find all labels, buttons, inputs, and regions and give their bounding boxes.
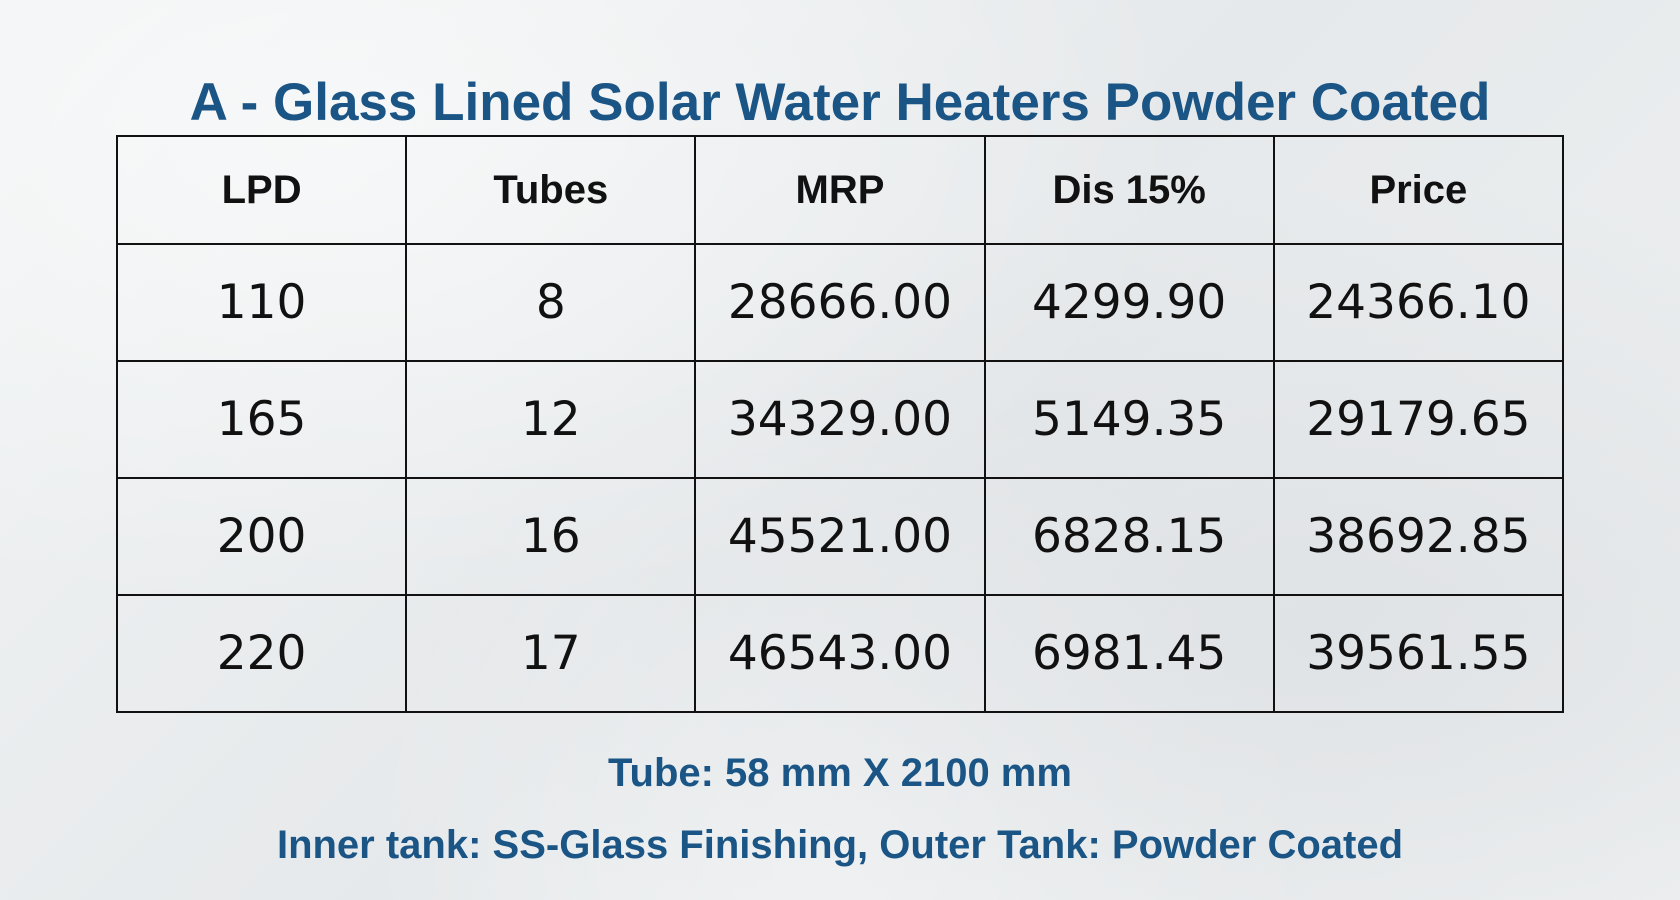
cell-discount: 4299.90 [983,243,1275,362]
cell-mrp: 34329.00 [694,360,986,479]
table-row: 200 16 45521.00 6828.15 38692.85 [115,477,1565,596]
price-table: LPD Tubes MRP Dis 15% Price 110 8 28666.… [115,135,1565,713]
cell-tubes: 8 [405,243,697,362]
cell-price: 24366.10 [1272,243,1565,362]
page-title: A - Glass Lined Solar Water Heaters Powd… [189,72,1491,132]
cell-price: 29179.65 [1272,360,1565,479]
cell-lpd: 165 [115,360,408,479]
table-header-row: LPD Tubes MRP Dis 15% Price [115,135,1565,245]
cell-discount: 6981.45 [983,594,1275,713]
cell-price: 39561.55 [1272,594,1565,713]
cell-lpd: 220 [115,594,408,713]
table-row: 165 12 34329.00 5149.35 29179.65 [115,360,1565,479]
cell-mrp: 45521.00 [694,477,986,596]
column-header-price: Price [1272,135,1565,245]
cell-lpd: 110 [115,243,408,362]
table-row: 220 17 46543.00 6981.45 39561.55 [115,594,1565,713]
tank-finish-note: Inner tank: SS-Glass Finishing, Outer Ta… [276,823,1404,867]
column-header-mrp: MRP [694,135,986,245]
column-header-lpd: LPD [115,135,408,245]
cell-tubes: 16 [405,477,697,596]
cell-discount: 5149.35 [983,360,1275,479]
cell-price: 38692.85 [1272,477,1565,596]
column-header-discount: Dis 15% [983,135,1275,245]
tube-size-note: Tube: 58 mm X 2100 mm [608,751,1072,795]
cell-discount: 6828.15 [983,477,1275,596]
table-row: 110 8 28666.00 4299.90 24366.10 [115,243,1565,362]
cell-mrp: 46543.00 [694,594,986,713]
column-header-tubes: Tubes [405,135,697,245]
cell-tubes: 17 [405,594,697,713]
cell-mrp: 28666.00 [694,243,986,362]
cell-lpd: 200 [115,477,408,596]
cell-tubes: 12 [405,360,697,479]
